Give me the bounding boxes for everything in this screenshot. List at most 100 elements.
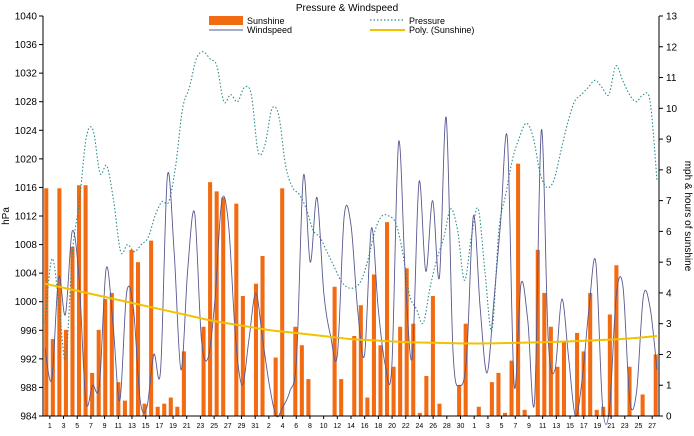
sunshine-bar [424, 376, 429, 416]
sunshine-bar [496, 372, 501, 416]
x-tick-label: 9 [103, 423, 107, 430]
sunshine-bars [44, 163, 658, 416]
y2-axis-title: mph & hours of sunshine [682, 161, 693, 272]
x-tick-label: 21 [607, 423, 615, 430]
right-tick-label: 11 [666, 73, 677, 84]
sunshine-bar [561, 342, 567, 416]
sunshine-bar [365, 397, 370, 416]
sunshine-bar [489, 382, 494, 416]
sunshine-bar [575, 332, 580, 416]
right-tick-label: 9 [666, 135, 672, 146]
x-tick-label: 20 [388, 423, 396, 430]
x-tick-label: 22 [402, 423, 410, 430]
sunshine-bar [221, 197, 226, 416]
sunshine-bar [378, 345, 383, 416]
x-tick-label: 5 [75, 423, 79, 430]
x-axis-ticks: 1 3 5 7 9 11 13 15 17 19 21 23 25 27 29 31 2 4 6 8 10 12 14 16 1… [48, 416, 656, 430]
right-tick-label: 12 [666, 42, 678, 53]
sunshine-bar [430, 296, 435, 416]
legend-label-poly: Poly. (Sunshine) [409, 25, 474, 35]
x-tick-label: 17 [580, 423, 588, 430]
legend-label-sunshine: Sunshine [247, 16, 285, 26]
sunshine-bar [155, 406, 160, 416]
sunshine-bar [614, 265, 619, 416]
sunshine-bar [109, 292, 114, 416]
sunshine-bar [103, 299, 108, 416]
left-axis-ticks: 984 988 992 996 1000 1004 1008 1012 1016 1020 1024… [15, 12, 43, 423]
sunshine-bar [83, 185, 88, 416]
sunshine-bar [385, 222, 390, 416]
x-tick-label: 16 [361, 423, 369, 430]
x-tick-label: 23 [621, 423, 629, 430]
sunshine-bar [273, 357, 278, 416]
x-tick-label: 6 [294, 423, 298, 430]
sunshine-bar [181, 351, 186, 416]
x-tick-label: 8 [308, 423, 312, 430]
sunshine-bar [371, 274, 376, 416]
sunshine-bar [358, 305, 363, 416]
legend-swatch-sunshine [209, 16, 243, 25]
sunshine-bar [168, 397, 173, 416]
legend-label-windspeed: Windspeed [247, 25, 292, 35]
sunshine-bar [339, 379, 344, 416]
sunshine-bar [208, 182, 213, 416]
sunshine-bar [70, 246, 75, 416]
x-tick-label: 27 [648, 423, 656, 430]
sunshine-bar [516, 163, 521, 416]
x-tick-label: 30 [457, 423, 465, 430]
sunshine-bar [476, 406, 481, 416]
x-tick-label: 31 [251, 423, 259, 430]
sunshine-bar [542, 292, 547, 416]
sunshine-bar [129, 249, 134, 416]
sunshine-bar [299, 345, 304, 416]
y-axis-title: hPa [1, 207, 12, 225]
sunshine-bar [627, 366, 632, 416]
right-tick-label: 7 [666, 196, 672, 207]
chart-title: Pressure & Windspeed [296, 3, 398, 14]
sunshine-bar [437, 403, 442, 416]
sunshine-bar [607, 314, 612, 416]
left-tick-label: 996 [20, 326, 37, 337]
sunshine-bar [175, 406, 180, 416]
x-tick-label: 2 [267, 423, 271, 430]
left-tick-label: 1004 [15, 269, 38, 280]
sunshine-bar [77, 185, 82, 416]
left-tick-label: 1020 [15, 154, 38, 165]
right-tick-label: 13 [666, 12, 678, 23]
x-tick-label: 25 [210, 423, 218, 430]
x-tick-label: 27 [224, 423, 232, 430]
sunshine-bar [57, 188, 62, 416]
x-tick-label: 3 [486, 423, 490, 430]
x-tick-label: 11 [539, 423, 546, 430]
sunshine-bar [306, 379, 311, 416]
sunshine-bar [253, 283, 259, 416]
x-tick-label: 1 [472, 423, 476, 430]
sunshine-bar [417, 412, 422, 416]
x-tick-label: 21 [183, 423, 191, 430]
sunshine-bar [391, 366, 396, 416]
sunshine-bar [96, 329, 101, 416]
series-poly-trendline [44, 282, 658, 345]
x-tick-label: 18 [374, 423, 382, 430]
right-tick-label: 2 [666, 350, 672, 361]
sunshine-bar [332, 286, 337, 416]
x-tick-label: 19 [594, 423, 602, 430]
left-tick-label: 1016 [15, 183, 38, 194]
x-tick-label: 15 [566, 423, 574, 430]
sunshine-bar [234, 203, 239, 416]
right-tick-label: 5 [666, 258, 672, 269]
sunshine-bar [502, 412, 508, 416]
axes [42, 16, 660, 417]
x-tick-label: 7 [89, 423, 93, 430]
x-tick-label: 26 [429, 423, 437, 430]
left-tick-label: 1024 [15, 126, 38, 137]
x-tick-label: 29 [238, 423, 246, 430]
sunshine-bar [122, 400, 127, 416]
x-tick-label: 11 [115, 423, 122, 430]
x-tick-label: 17 [155, 423, 163, 430]
sunshine-bar [63, 329, 68, 416]
x-tick-label: 10 [320, 423, 328, 430]
right-tick-label: 8 [666, 165, 672, 176]
